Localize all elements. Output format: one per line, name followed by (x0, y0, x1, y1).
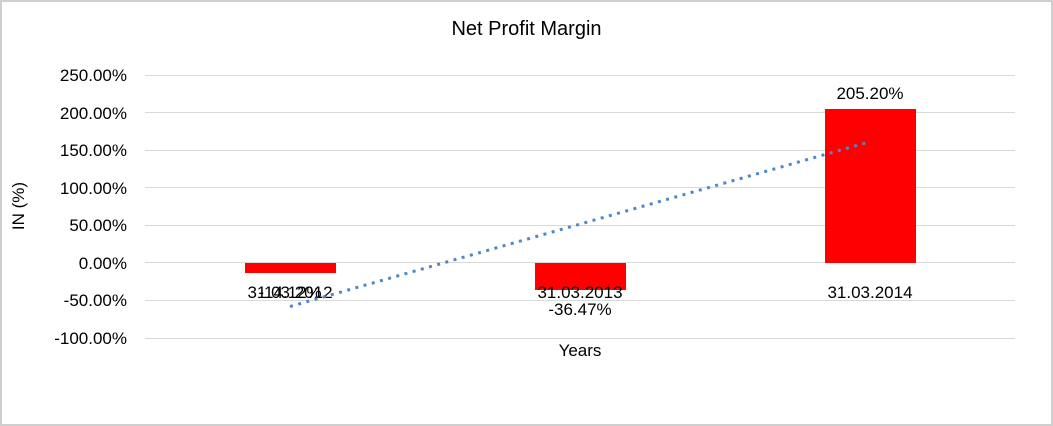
chart-title: Net Profit Margin (451, 18, 602, 40)
y-axis-title: IN (%) (9, 181, 28, 231)
y-tick-label: 50.00% (69, 216, 127, 236)
bar-data-label: 205.20% (836, 83, 904, 103)
bar-31.03.2014 (824, 108, 916, 263)
y-tick-label: 200.00% (59, 103, 127, 123)
y-tick-label: -100.00% (54, 329, 127, 348)
bar-data-label: -36.47% (548, 300, 612, 320)
y-tick-label: 0.00% (78, 253, 127, 273)
y-tick-label: 150.00% (59, 141, 127, 161)
gridline (145, 112, 1015, 114)
x-category-label: 31.03.2013 (537, 283, 623, 302)
y-tick-label: 100.00% (59, 178, 127, 198)
gridline (145, 337, 1015, 339)
y-tick-label: -50.00% (63, 291, 127, 311)
bar-31.03.2012 (244, 262, 336, 274)
y-tick-label: 250.00% (59, 66, 127, 85)
x-category-label: 31.03.2012 (247, 283, 333, 302)
x-category-label: 31.03.2014 (827, 283, 913, 302)
x-axis-title: Years (558, 341, 602, 360)
gridline (145, 74, 1015, 76)
